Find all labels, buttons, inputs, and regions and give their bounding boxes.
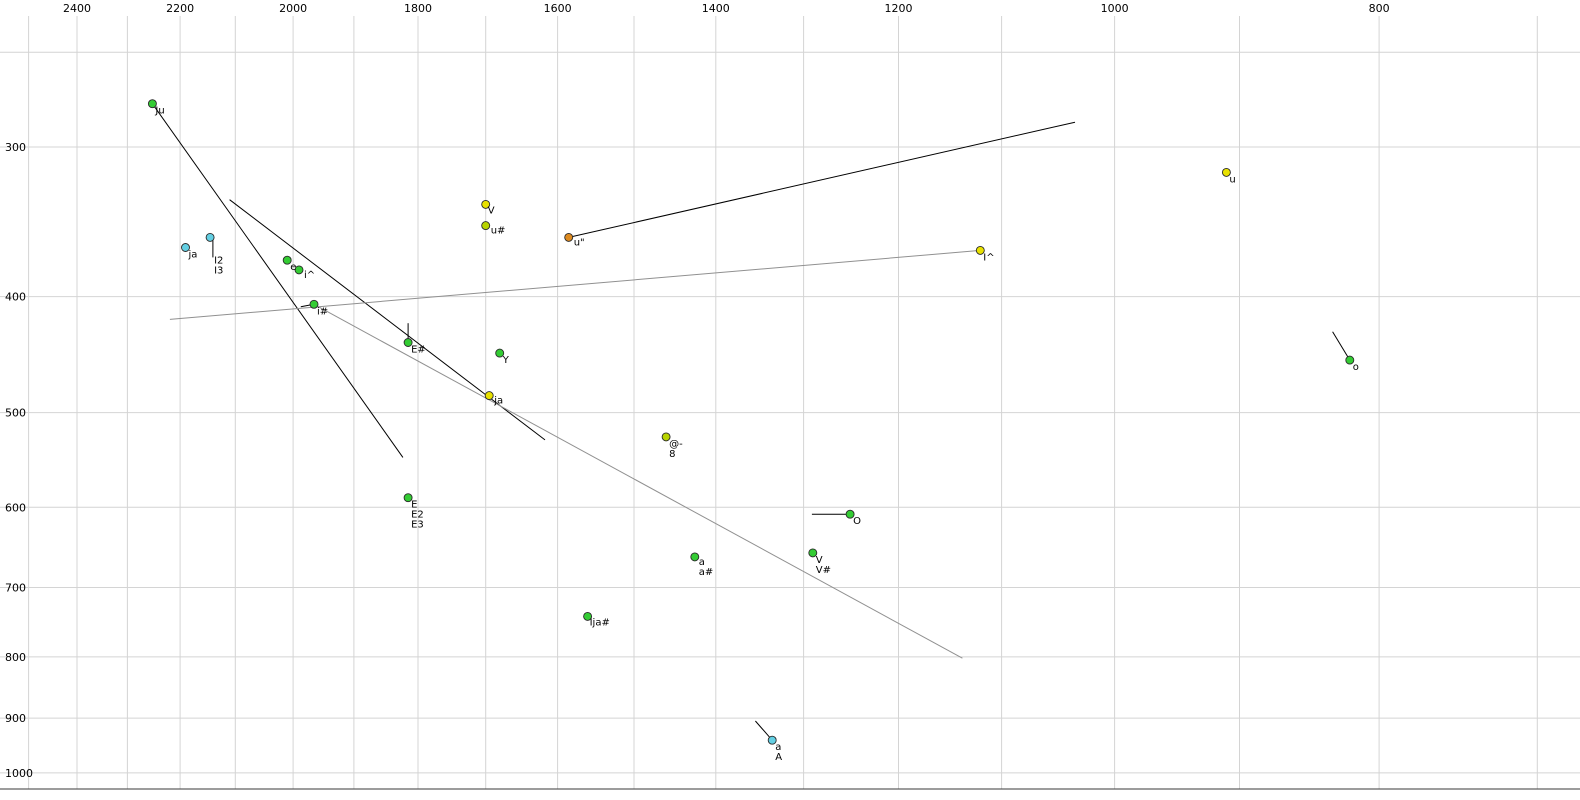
- point-label-a-cap-0: a: [775, 742, 781, 753]
- data-point-a-hash: [690, 552, 700, 562]
- data-point-e: [282, 255, 292, 265]
- data-point-y: [495, 348, 505, 358]
- point-label-i-caret-cap: I^: [983, 252, 994, 263]
- point-label-e: e: [290, 262, 296, 273]
- x-axis-tick-label-2000: 2000: [279, 2, 307, 15]
- y-axis-tick-label-400: 400: [5, 291, 26, 304]
- trajectory-line-2: [313, 303, 963, 659]
- x-axis-tick-label-800: 800: [1369, 2, 1390, 15]
- x-axis-tick-label-1600: 1600: [544, 2, 572, 15]
- data-point-ju: [147, 99, 157, 109]
- point-label-y: Y: [502, 355, 510, 366]
- data-point-i-caret: [294, 265, 304, 275]
- y-axis-tick-label-800: 800: [5, 651, 26, 664]
- y-axis-tick-label-900: 900: [5, 712, 26, 725]
- point-label-e-e2-e3-1: E2: [411, 510, 424, 521]
- point-label-at-dash-0: @-: [669, 439, 683, 450]
- y-axis-tick-label-1000: 1000: [5, 767, 33, 780]
- data-point-o: [1345, 355, 1355, 365]
- y-axis-tick-label-600: 600: [5, 501, 26, 514]
- x-axis-tick-label-1800: 1800: [404, 2, 432, 15]
- data-point-ija-hash: [583, 611, 593, 621]
- point-label-ija-hash: Ija#: [590, 617, 610, 628]
- point-label-e-e2-e3-2: E3: [411, 520, 424, 531]
- point-label-u-umlaut: u": [574, 237, 585, 248]
- x-axis-tick-label-1200: 1200: [885, 2, 913, 15]
- point-label-u-hash: u#: [491, 226, 506, 237]
- y-axis-tick-label-300: 300: [5, 141, 26, 154]
- point-label-a-cap-1: A: [775, 752, 782, 763]
- data-point-u-hash: [481, 221, 491, 231]
- x-axis-tick-label-2200: 2200: [166, 2, 194, 15]
- data-point-i2-i3: [205, 232, 215, 242]
- trajectory-line-4: [568, 121, 1076, 238]
- trajectory-line-3: [169, 249, 981, 320]
- trajectory-line-1: [229, 199, 546, 441]
- trajectory-line-0: [151, 103, 404, 458]
- point-label-i-hash: i#: [317, 306, 328, 317]
- data-point-v-hash: [808, 548, 818, 558]
- x-axis-tick-label-2400: 2400: [63, 2, 91, 15]
- data-point-at-dash: [661, 432, 671, 442]
- point-label-u: u: [1229, 174, 1235, 185]
- data-point-i-hash: [309, 299, 319, 309]
- point-label-a-hash-1: a#: [699, 567, 714, 578]
- x-axis-tick-label-1000: 1000: [1101, 2, 1129, 15]
- point-label-i-caret: i^: [304, 270, 315, 281]
- data-point-ja-mid: [484, 391, 494, 401]
- data-point-e-e2-e3: [403, 493, 413, 503]
- data-point-u-umlaut: [564, 232, 574, 242]
- point-label-at-dash-1: 8: [669, 449, 675, 460]
- data-point-o-cap: [845, 509, 855, 519]
- point-label-e-hash: E#: [411, 345, 426, 356]
- data-point-a-cap: [767, 735, 777, 745]
- x-axis-tick-label-1400: 1400: [702, 2, 730, 15]
- point-label-v-hash-0: V: [816, 555, 823, 566]
- point-label-e-e2-e3-0: E: [411, 500, 417, 511]
- point-label-ja-left: ja: [188, 250, 198, 261]
- point-label-i2-i3-1: I3: [214, 265, 223, 276]
- point-label-v: V: [488, 205, 495, 216]
- data-point-u: [1221, 167, 1231, 177]
- point-label-a-hash-0: a: [699, 557, 705, 568]
- y-axis-tick-label-500: 500: [5, 407, 26, 420]
- point-label-ja-mid: ja: [493, 396, 503, 407]
- point-label-i2-i3-0: I2: [214, 255, 223, 266]
- data-point-i-caret-cap: [975, 245, 985, 255]
- point-label-v-hash-1: V#: [816, 565, 831, 576]
- point-label-o: o: [1353, 362, 1359, 373]
- y-axis-tick-label-700: 700: [5, 582, 26, 595]
- data-point-v: [481, 199, 491, 209]
- trajectory-line-9: [1332, 331, 1351, 361]
- point-label-ju: Ju: [154, 106, 164, 117]
- data-point-ja-left: [181, 243, 190, 252]
- data-point-e-hash: [403, 338, 413, 347]
- point-label-o-cap: O: [853, 516, 861, 527]
